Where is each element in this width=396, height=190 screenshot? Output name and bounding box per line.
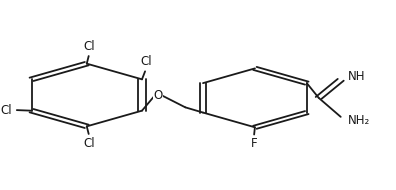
Text: Cl: Cl: [140, 55, 152, 68]
Text: Cl: Cl: [83, 137, 95, 150]
Text: Cl: Cl: [0, 104, 12, 117]
Text: F: F: [251, 137, 257, 150]
Text: NH: NH: [348, 70, 365, 82]
Text: O: O: [154, 89, 163, 102]
Text: Cl: Cl: [83, 40, 95, 53]
Text: NH₂: NH₂: [348, 114, 370, 127]
